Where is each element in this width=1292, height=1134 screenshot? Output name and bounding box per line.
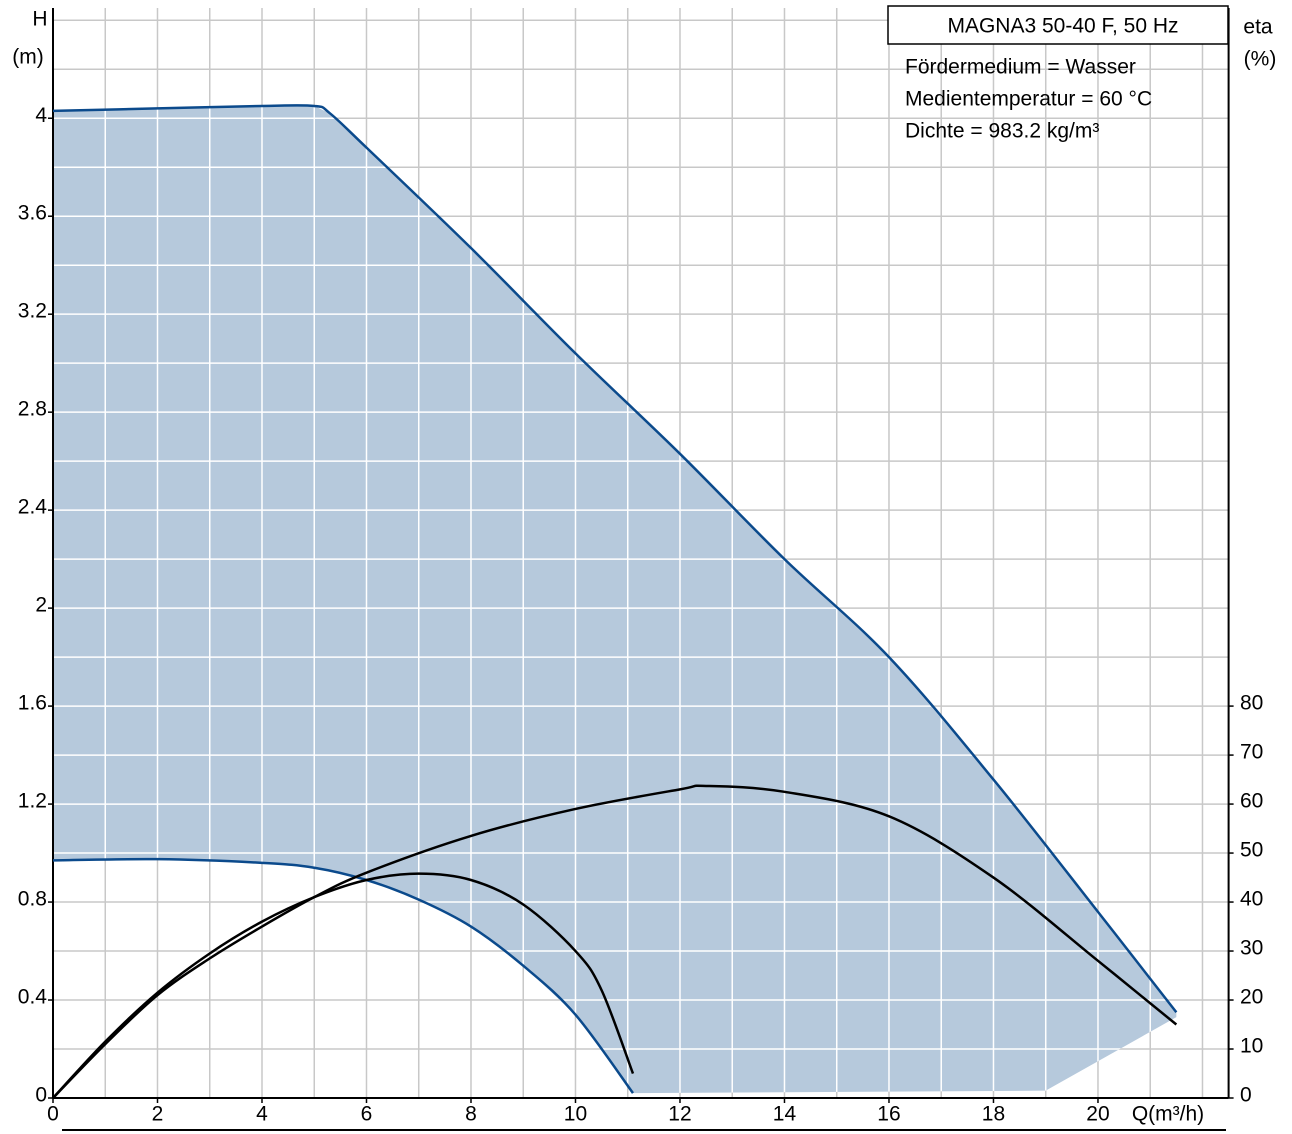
y-tick-label: 3.6 — [18, 202, 47, 225]
y2-axis-unit: (%) — [1244, 48, 1277, 71]
y-tick-label: 3.2 — [18, 300, 47, 323]
y2-tick-label: 70 — [1240, 741, 1263, 764]
y-tick-label: 1.2 — [18, 790, 47, 813]
y2-tick-label: 60 — [1240, 790, 1263, 813]
x-tick-label: 0 — [47, 1103, 59, 1126]
title-box — [887, 5, 1229, 45]
y2-tick-label: 80 — [1240, 692, 1263, 715]
y2-tick-label: 50 — [1240, 839, 1263, 862]
y-axis-unit: (m) — [12, 46, 43, 69]
y-tick-label: 0.4 — [18, 986, 48, 1009]
x-tick-label: 12 — [668, 1103, 691, 1126]
chart-title: MAGNA3 50-40 F, 50 Hz — [947, 15, 1178, 38]
operating-area — [53, 105, 1177, 1094]
head-curve — [52, 857, 634, 1094]
x-tick-label: 2 — [152, 1103, 164, 1126]
y-tick-label: 2.4 — [18, 496, 48, 519]
y-tick-label: 2 — [35, 594, 47, 617]
x-axis-label: Q(m³/h) — [1132, 1103, 1204, 1126]
annotation: Medientemperatur = 60 °C — [905, 88, 1152, 111]
y2-tick-label: 40 — [1240, 888, 1263, 911]
x-tick-label: 6 — [361, 1103, 373, 1126]
y2-tick-label: 20 — [1240, 986, 1263, 1009]
y2-tick-label: 10 — [1240, 1035, 1263, 1058]
efficiency-curve — [52, 872, 635, 1099]
y2-axis-label: eta — [1243, 16, 1273, 39]
x-tick-label: 14 — [773, 1103, 797, 1126]
x-tick-label: 20 — [1086, 1103, 1109, 1126]
annotation: Dichte = 983.2 kg/m³ — [905, 120, 1099, 143]
y-tick-label: 4 — [35, 104, 47, 127]
y2-tick-label: 30 — [1240, 937, 1263, 960]
y-tick-label: 0.8 — [18, 888, 47, 911]
x-tick-label: 18 — [982, 1103, 1005, 1126]
head-curve — [52, 104, 1178, 1014]
annotation: Fördermedium = Wasser — [905, 56, 1136, 79]
y-axis-label: H — [32, 8, 47, 31]
efficiency-curve — [52, 784, 1178, 1099]
x-tick-label: 8 — [465, 1103, 477, 1126]
y-tick-label: 0 — [35, 1084, 47, 1107]
y2-tick-label: 0 — [1240, 1084, 1252, 1107]
x-tick-label: 4 — [256, 1103, 268, 1126]
x-tick-label: 10 — [564, 1103, 587, 1126]
x-tick-label: 16 — [877, 1103, 900, 1126]
y-tick-label: 1.6 — [18, 692, 47, 715]
y-tick-label: 2.8 — [18, 398, 47, 421]
